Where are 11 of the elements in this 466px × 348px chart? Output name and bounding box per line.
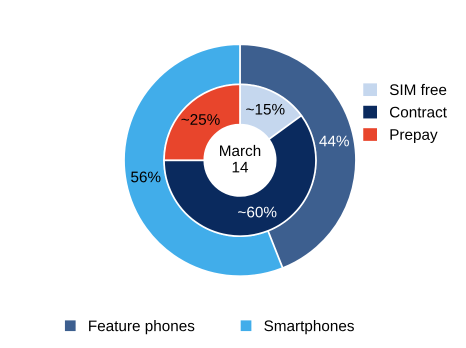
- data-label: 56%: [131, 172, 160, 182]
- data-label: ~15%: [246, 104, 285, 115]
- legend-label: Smartphones: [264, 320, 354, 334]
- legend-label: SIM free: [390, 84, 446, 96]
- data-label: 44%: [319, 136, 349, 146]
- legend-label: Contract: [390, 106, 447, 118]
- text: March 14: [220, 144, 260, 172]
- legend-label: Prepay: [390, 129, 438, 143]
- data-label: ~60%: [238, 206, 276, 218]
- legend-label: Feature phones: [89, 320, 194, 334]
- data-label: ~25%: [181, 114, 220, 125]
